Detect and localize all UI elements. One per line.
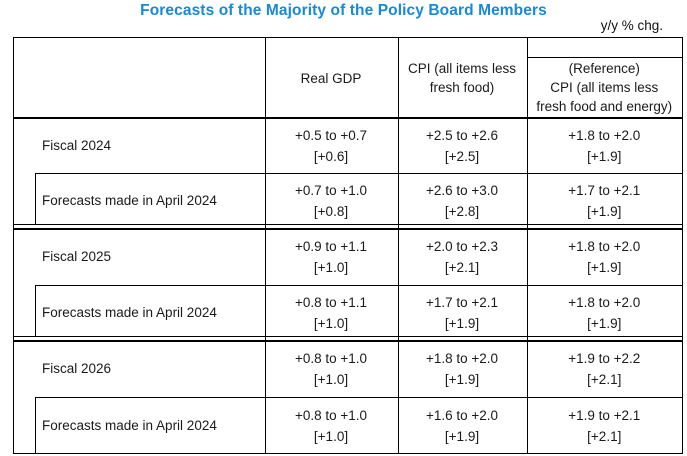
ref-median-value: [+2.1] <box>587 428 622 444</box>
cpi-median-value: [+1.9] <box>444 428 480 444</box>
header-bottom-line <box>14 116 682 119</box>
subrow-inset-left-line <box>35 397 37 453</box>
gdp-range-value: +0.7 to +1.0 <box>294 183 368 198</box>
cpi-value-cell: +1.6 to +2.0 [+1.9] <box>398 398 527 453</box>
col-header-real-gdp: Real GDP <box>265 38 398 118</box>
unit-note: y/y % chg. <box>600 18 663 33</box>
cpi-value-cell: +1.7 to +2.1 [+1.9] <box>398 286 527 340</box>
ref-value-cell: +1.8 to +2.0 [+1.9] <box>527 118 683 174</box>
cpi-range-value: +1.6 to +2.0 <box>425 407 499 423</box>
gdp-value-cell: +0.9 to +1.1 [+1.0] <box>265 228 398 286</box>
cpi-median-value: [+1.9] <box>444 316 480 331</box>
reference-box-top-line <box>526 56 682 58</box>
subrow-inset-left-line <box>35 173 37 225</box>
ref-value-cell: +1.7 to +2.1 [+1.9] <box>527 174 683 228</box>
cpi-range-value: +1.8 to +2.0 <box>425 351 499 366</box>
forecast-table-grid: Real GDP CPI (all items less fresh food)… <box>14 38 682 453</box>
row-label-april-2024-forecast: Forecasts made in April 2024 <box>14 174 265 228</box>
divider-line-vertical <box>526 38 528 453</box>
gdp-value-cell: +0.5 to +0.7 [+0.6] <box>265 118 398 174</box>
subrow-divider-line <box>35 173 682 175</box>
ref-range-value: +1.9 to +2.1 <box>568 407 641 423</box>
row-label-fiscal-2025: Fiscal 2025 <box>14 228 265 286</box>
cpi-value-cell: +2.0 to +2.3 [+2.1] <box>398 228 527 286</box>
ref-range-value: +1.8 to +2.0 <box>568 295 641 310</box>
ref-range-value: +1.8 to +2.0 <box>568 128 641 143</box>
row-label-text: Forecasts made in April 2024 <box>42 417 217 433</box>
cpi-median-value: [+1.9] <box>444 372 480 387</box>
row-label-april-2024-forecast: Forecasts made in April 2024 <box>14 398 265 453</box>
ref-range-value: +1.8 to +2.0 <box>568 239 641 254</box>
ref-range-value: +1.9 to +2.2 <box>568 351 641 366</box>
gdp-range-value: +0.9 to +1.1 <box>294 239 368 254</box>
subrow-divider-line <box>35 397 682 399</box>
gdp-median-value: [+1.0] <box>313 316 349 331</box>
row-label-fiscal-2024: Fiscal 2024 <box>14 118 265 174</box>
reference-label-line1: (Reference) <box>568 61 640 76</box>
reference-label-line2: CPI (all items less <box>550 80 659 95</box>
cpi-range-value: +2.6 to +3.0 <box>425 183 499 198</box>
reference-label-line3: fresh food and energy) <box>536 99 673 114</box>
row-label-text: Forecasts made in April 2024 <box>42 305 217 320</box>
cpi-range-value: +1.7 to +2.1 <box>425 295 499 310</box>
row-label-text: Forecasts made in April 2024 <box>42 193 217 208</box>
cpi-median-value: [+2.5] <box>444 149 480 164</box>
cpi-median-value: [+2.8] <box>444 204 480 219</box>
gdp-range-value: +0.8 to +1.1 <box>294 295 368 310</box>
ref-value-cell: +1.8 to +2.0 [+1.9] <box>527 228 683 286</box>
group-thin-line <box>14 224 682 226</box>
cpi-label-line2: fresh food) <box>429 80 495 95</box>
gdp-value-cell: +0.8 to +1.1 [+1.0] <box>265 286 398 340</box>
cpi-value-cell: +1.8 to +2.0 [+1.9] <box>398 340 527 398</box>
gdp-median-value: [+1.0] <box>313 260 349 275</box>
subrow-inset-left-line <box>35 285 37 337</box>
divider-line-vertical <box>397 38 399 453</box>
ref-value-cell: +1.9 to +2.1 [+2.1] <box>527 398 683 453</box>
ref-median-value: [+1.9] <box>587 204 622 219</box>
forecast-table: Real GDP CPI (all items less fresh food)… <box>13 37 683 454</box>
cpi-range-value: +2.0 to +2.3 <box>425 239 499 254</box>
gdp-range-value: +0.8 to +1.0 <box>294 407 368 423</box>
divider-line-vertical <box>264 38 266 453</box>
cpi-label-line1: CPI (all items less <box>407 61 517 76</box>
corner-header-cell <box>14 38 265 118</box>
row-label-fiscal-2026: Fiscal 2026 <box>14 340 265 398</box>
row-label-text: Fiscal 2025 <box>42 249 112 264</box>
group-thin-line <box>14 336 682 338</box>
subrow-divider-line <box>35 285 682 287</box>
gdp-value-cell: +0.8 to +1.0 [+1.0] <box>265 340 398 398</box>
col-header-cpi: CPI (all items less fresh food) <box>398 38 527 118</box>
group-separator-line <box>14 339 682 342</box>
ref-value-cell: +1.9 to +2.2 [+2.1] <box>527 340 683 398</box>
cpi-range-value: +2.5 to +2.6 <box>425 128 499 143</box>
ref-value-cell: +1.8 to +2.0 [+1.9] <box>527 286 683 340</box>
gdp-median-value: [+1.0] <box>313 428 349 444</box>
report-title: Forecasts of the Majority of the Policy … <box>140 2 547 19</box>
gdp-value-cell: +0.7 to +1.0 [+0.8] <box>265 174 398 228</box>
col-header-reference: (Reference) CPI (all items less fresh fo… <box>527 38 683 118</box>
group-separator-line <box>14 227 682 230</box>
ref-median-value: [+1.9] <box>587 260 622 275</box>
gdp-median-value: [+0.6] <box>313 149 349 164</box>
ref-range-value: +1.7 to +2.1 <box>568 183 641 198</box>
row-label-text: Fiscal 2026 <box>42 361 112 376</box>
gdp-range-value: +0.8 to +1.0 <box>294 351 368 366</box>
ref-median-value: [+1.9] <box>587 149 622 164</box>
gdp-median-value: [+0.8] <box>313 204 349 219</box>
cpi-value-cell: +2.6 to +3.0 [+2.8] <box>398 174 527 228</box>
real-gdp-label: Real GDP <box>300 70 362 86</box>
gdp-median-value: [+1.0] <box>313 372 349 387</box>
ref-median-value: [+2.1] <box>587 372 622 387</box>
cpi-value-cell: +2.5 to +2.6 [+2.5] <box>398 118 527 174</box>
row-label-text: Fiscal 2024 <box>42 138 112 153</box>
gdp-range-value: +0.5 to +0.7 <box>294 128 368 143</box>
cpi-median-value: [+2.1] <box>444 260 480 275</box>
row-label-april-2024-forecast: Forecasts made in April 2024 <box>14 286 265 340</box>
ref-median-value: [+1.9] <box>587 316 622 331</box>
gdp-value-cell: +0.8 to +1.0 [+1.0] <box>265 398 398 453</box>
